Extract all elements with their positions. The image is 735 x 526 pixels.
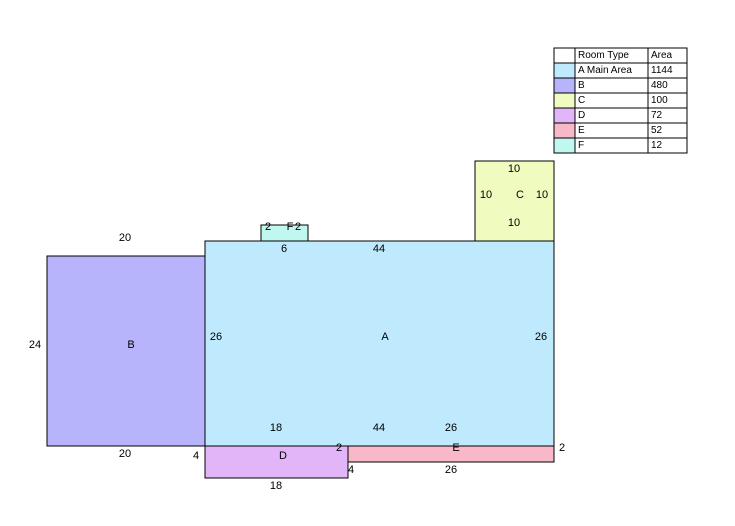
- dimension-label: 2: [559, 442, 565, 454]
- dimension-label: 10: [536, 189, 548, 201]
- legend-room: B: [578, 80, 585, 91]
- dimension-label: 18: [270, 480, 282, 492]
- room-label: D: [279, 450, 287, 462]
- room-shape: [46, 255, 206, 447]
- room-shape: [204, 445, 349, 479]
- dimension-label: 24: [29, 339, 41, 351]
- room: [347, 445, 555, 463]
- dimension-label: 4: [348, 464, 354, 476]
- legend-swatch: [553, 92, 576, 109]
- legend-header: Room Type: [578, 50, 629, 61]
- dimension-label: 26: [445, 464, 457, 476]
- legend-area: 12: [651, 140, 663, 151]
- legend-swatch: [553, 122, 576, 139]
- dimension-label: 26: [210, 331, 222, 343]
- dimension-label: 2: [265, 221, 271, 233]
- room-label: C: [516, 189, 524, 201]
- room-shape: [347, 445, 555, 463]
- legend-swatch: [553, 107, 576, 124]
- room: [260, 224, 309, 242]
- dimension-label: 44: [373, 422, 385, 434]
- dimension-label: 6: [281, 243, 287, 255]
- room-shape: [260, 224, 309, 242]
- dimension-label: 10: [508, 217, 520, 229]
- legend-area: 52: [651, 125, 663, 136]
- dimension-label: 26: [535, 331, 547, 343]
- legend-area: 72: [651, 110, 663, 121]
- legend-room: C: [578, 95, 585, 106]
- room: [204, 240, 555, 447]
- dimension-label: 10: [508, 163, 520, 175]
- room: [204, 445, 349, 479]
- legend-room: D: [578, 110, 585, 121]
- dimension-label: 18: [270, 422, 282, 434]
- room-label: E: [452, 442, 459, 454]
- legend-swatch: [553, 62, 576, 79]
- room: [46, 255, 206, 447]
- room: [474, 160, 555, 242]
- room-label: A: [381, 331, 389, 343]
- dimension-label: 44: [373, 243, 385, 255]
- legend-room: A Main Area: [578, 65, 632, 76]
- dimension-label: 26: [445, 422, 457, 434]
- legend-swatch: [553, 77, 576, 94]
- dimension-label: 2: [336, 442, 342, 454]
- dimension-label: 20: [119, 232, 131, 244]
- dimension-label: 20: [119, 448, 131, 460]
- legend-area: 480: [651, 80, 668, 91]
- legend-area: 1144: [651, 65, 673, 76]
- dimension-label: 2: [295, 221, 301, 233]
- dimension-label: 10: [480, 189, 492, 201]
- room-shape: [474, 160, 555, 242]
- room-shape: [204, 240, 555, 447]
- room-label: B: [127, 339, 134, 351]
- legend-header: Area: [651, 50, 673, 61]
- room-label: F: [287, 221, 294, 233]
- legend-table: Room Type Area A Main Area 1144 B 480 C 100 D 72 E…: [553, 47, 688, 154]
- legend-room: E: [578, 125, 585, 136]
- legend-room: F: [578, 140, 584, 151]
- dimension-label: 4: [193, 450, 199, 462]
- legend-swatch: [553, 137, 576, 154]
- legend-area: 100: [651, 95, 668, 106]
